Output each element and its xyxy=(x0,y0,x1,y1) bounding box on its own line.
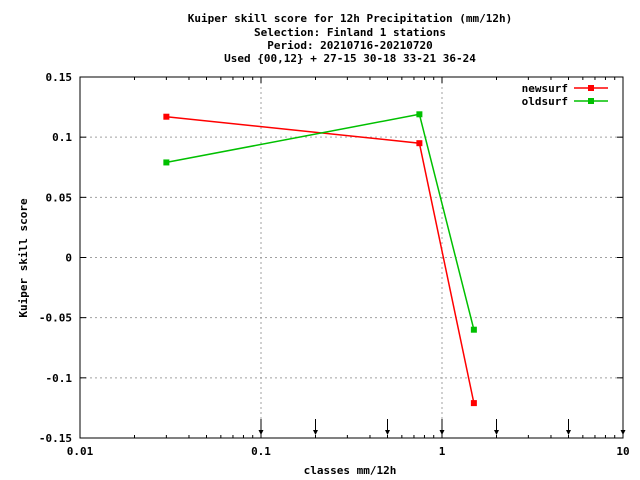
x-tick-label: 0.1 xyxy=(251,445,271,458)
title-line-1: Kuiper skill score for 12h Precipitation… xyxy=(188,12,513,25)
series-newsurf xyxy=(163,113,477,407)
chart-title: Kuiper skill score for 12h Precipitation… xyxy=(188,12,513,65)
y-tick-label: -0.1 xyxy=(46,372,73,385)
series-line-newsurf xyxy=(166,115,475,404)
data-point-newsurf xyxy=(163,113,170,120)
series-oldsurf xyxy=(163,111,477,333)
x-axis-label: classes mm/12h xyxy=(304,464,397,477)
y-tick-label: 0.15 xyxy=(46,71,73,84)
y-tick-label: -0.15 xyxy=(39,432,72,445)
legend-label-newsurf: newsurf xyxy=(522,82,568,95)
class-threshold-arrow xyxy=(566,419,572,435)
series-line-oldsurf xyxy=(166,113,475,330)
title-line-4: Used {00,12} + 27-15 30-18 33-21 36-24 xyxy=(224,52,476,65)
legend-entry-newsurf: newsurf xyxy=(522,82,608,95)
data-point-newsurf xyxy=(416,140,423,147)
axis-ticks: 0.15 0.1 0.05 0 -0.05 -0.1 -0.150.01 0.1 1 10 xyxy=(39,71,630,458)
y-axis-label: Kuiper skill score xyxy=(17,198,30,318)
title-line-3: Period: 20210716-20210720 xyxy=(267,39,433,52)
class-threshold-arrow xyxy=(385,419,391,435)
y-tick-label: 0.1 xyxy=(52,131,72,144)
legend-label-oldsurf: oldsurf xyxy=(522,95,568,108)
data-point-oldsurf xyxy=(470,326,477,333)
y-tick-label: 0 xyxy=(65,252,72,265)
y-tick-label: -0.05 xyxy=(39,312,72,325)
x-tick-label: 1 xyxy=(439,445,446,458)
x-tick-label: 10 xyxy=(616,445,629,458)
title-line-2: Selection: Finland 1 stations xyxy=(254,26,446,39)
legend-entry-oldsurf: oldsurf xyxy=(522,95,608,108)
class-threshold-arrow xyxy=(493,419,499,435)
class-threshold-arrow xyxy=(312,419,318,435)
grid xyxy=(80,77,623,438)
y-tick-label: 0.05 xyxy=(46,191,73,204)
legend-marker-newsurf xyxy=(588,85,594,91)
series xyxy=(163,111,477,407)
legend-marker-oldsurf xyxy=(588,98,594,104)
x-tick-label: 0.01 xyxy=(67,445,94,458)
data-point-newsurf xyxy=(470,400,477,407)
data-point-oldsurf xyxy=(416,111,423,118)
data-point-oldsurf xyxy=(163,159,170,166)
